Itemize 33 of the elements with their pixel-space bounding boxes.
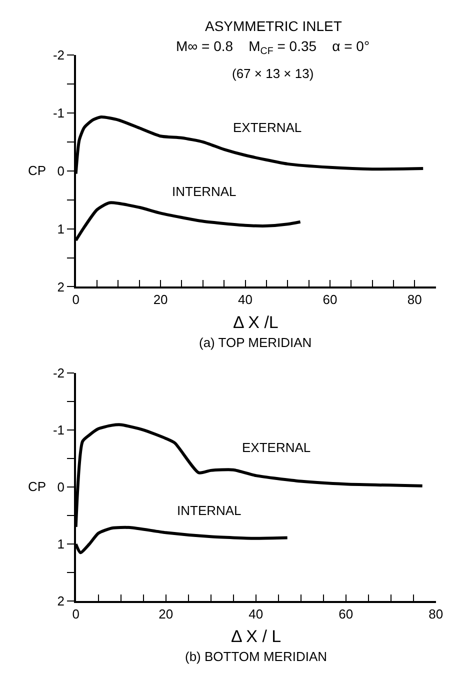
y-axis-title: CP (28, 163, 46, 178)
x-axis-title: Δ X / L (231, 627, 282, 646)
series-label: EXTERNAL (242, 440, 311, 455)
y-tick-label: 1 (57, 536, 64, 552)
chart-title: ASYMMETRIC INLET (205, 18, 342, 34)
y-tick-label: 0 (57, 163, 64, 178)
y-tick-label: 1 (57, 221, 64, 236)
y-axis-title: CP (28, 479, 46, 494)
x-tick-label: 40 (238, 292, 252, 308)
y-tick-label: -1 (52, 422, 64, 438)
text: (b) BOTTOM MERIDIAN (185, 649, 328, 664)
y-tick-label: 0 (57, 480, 64, 495)
series-label: EXTERNAL (233, 120, 302, 135)
text: (a) TOP MERIDIAN (199, 335, 312, 350)
x-tick-label: 20 (158, 606, 174, 622)
annotation: (67 × 13 × 13) (232, 66, 314, 81)
x-tick-label: 60 (322, 292, 338, 308)
y-tick-label: 2 (57, 279, 64, 294)
x-tick-label: 80 (428, 606, 444, 622)
y-tick-label: -2 (52, 48, 64, 63)
x-tick-label: 0 (72, 292, 80, 308)
series-label: INTERNAL (172, 184, 236, 199)
y-tick-label: -2 (52, 365, 64, 380)
y-tick-label: 2 (57, 594, 64, 609)
x-axis-title: Δ X /L (233, 313, 278, 332)
x-tick-label: 60 (338, 606, 354, 622)
series-label: INTERNAL (177, 503, 242, 518)
y-tick-label: -1 (52, 106, 64, 121)
x-tick-label: 20 (153, 292, 168, 308)
x-tick-label: 0 (72, 606, 80, 622)
x-tick-label: 80 (407, 292, 422, 308)
chart-subtitle: M∞ = 0.8 M$_{CF}$ = 0.35 α = 0° (176, 38, 370, 57)
x-tick-label: 40 (248, 606, 264, 622)
